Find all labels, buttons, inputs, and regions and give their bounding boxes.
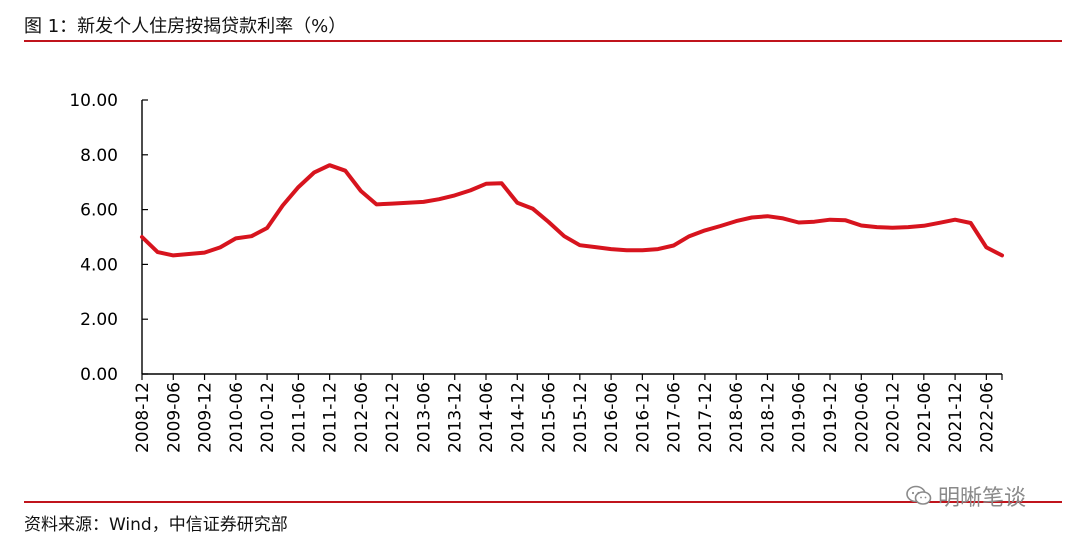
x-tick-label: 2013-12 (446, 382, 466, 453)
x-tick-label: 2010-06 (227, 382, 247, 453)
x-tick-label: 2011-06 (289, 382, 309, 453)
x-tick-label: 2008-12 (133, 382, 153, 453)
chart-axes (141, 100, 1002, 375)
x-tick-label: 2016-12 (633, 382, 653, 453)
y-tick-label: 8.00 (80, 146, 118, 166)
x-tick-label: 2017-06 (665, 382, 685, 453)
x-tick-label: 2015-12 (571, 382, 591, 453)
x-tick-label: 2012-06 (352, 382, 372, 453)
title-divider (24, 40, 1062, 42)
source-divider (24, 501, 1062, 503)
x-tick-label: 2009-06 (164, 382, 184, 453)
y-tick-label: 6.00 (80, 201, 118, 221)
watermark-label: 明晰笔谈 (938, 486, 1027, 511)
x-tick-label: 2011-12 (321, 382, 341, 453)
y-axis-ticks: 0.00 2.00 4.00 6.00 8.00 10.00 (69, 91, 148, 385)
x-tick-label: 2018-12 (758, 382, 778, 453)
y-tick-label: 2.00 (80, 310, 118, 330)
x-tick-label: 2018-06 (727, 382, 747, 453)
figure-title: 图 1：新发个人住房按揭贷款利率（%） (24, 16, 347, 37)
x-tick-label: 2009-12 (196, 382, 216, 453)
x-tick-label: 2015-06 (540, 382, 560, 453)
wechat-icon (906, 485, 932, 505)
x-tick-label: 2010-12 (258, 382, 278, 453)
x-tick-label: 2021-12 (946, 382, 966, 453)
x-tick-label: 2019-06 (790, 382, 810, 453)
x-tick-label: 2014-12 (508, 382, 528, 453)
x-tick-label: 2012-12 (383, 382, 403, 453)
y-tick-label: 10.00 (69, 91, 118, 111)
x-tick-label: 2014-06 (477, 382, 497, 453)
x-tick-label: 2016-06 (602, 382, 622, 453)
x-axis-ticks: 2008-12 2009-06 2009-12 2010-06 2010-12 2011-… (133, 374, 1003, 453)
x-tick-label: 2019-12 (821, 382, 841, 453)
watermark: 明晰笔谈 (906, 480, 1026, 512)
x-tick-label: 2017-12 (696, 382, 716, 453)
series-layer (140, 163, 1004, 258)
x-tick-label: 2022-06 (977, 382, 997, 453)
x-tick-label: 2021-06 (915, 382, 935, 453)
y-tick-label: 4.00 (80, 255, 118, 275)
line-chart: 0.00 2.00 4.00 6.00 8.00 10.00 2008-12 2009-06… (69, 91, 1004, 453)
source-note: 资料来源：Wind，中信证券研究部 (24, 515, 288, 535)
x-tick-label: 2020-06 (852, 382, 872, 453)
x-tick-label: 2013-06 (414, 382, 434, 453)
rate-series-line (140, 163, 1004, 258)
x-tick-label: 2020-12 (884, 382, 904, 453)
y-tick-label: 0.00 (80, 365, 118, 385)
